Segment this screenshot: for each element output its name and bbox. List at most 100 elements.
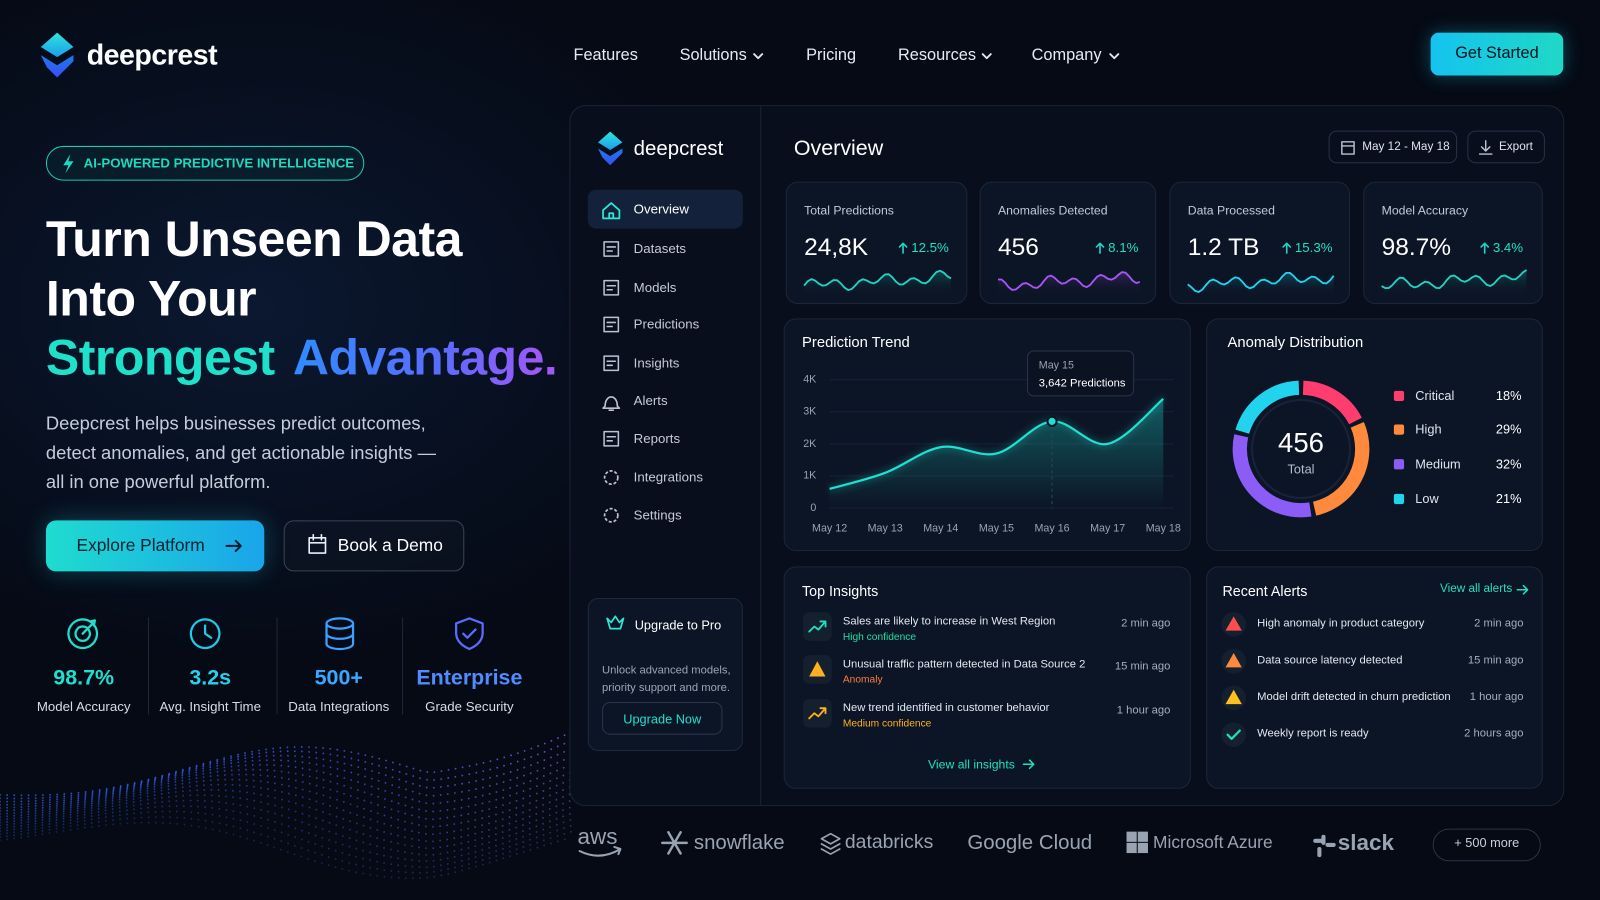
nav-link[interactable]: Pricing	[806, 47, 857, 65]
menu-item[interactable]: Predictions	[633, 316, 700, 332]
upgrade-button[interactable]	[602, 702, 723, 735]
icon	[1109, 53, 1120, 60]
partner-logo: aws	[577, 823, 618, 849]
icon	[578, 845, 622, 857]
partner-logo: + 500 more	[1454, 835, 1520, 850]
insight-text: Unusual traffic pattern detected in Data…	[842, 658, 1086, 671]
azure-square	[1126, 831, 1137, 842]
sidebar-divider	[760, 106, 762, 806]
icon	[602, 396, 621, 412]
insights-link[interactable]: View all insights	[927, 756, 1015, 772]
wave-dots	[0, 773, 573, 821]
x-tick-label: May 16	[1034, 522, 1070, 535]
tooltip-box	[1027, 350, 1135, 397]
y-tick-label: 1K	[803, 469, 817, 482]
icon	[606, 615, 625, 630]
kpi-label: Data Processed	[1187, 202, 1275, 218]
insight-text: Sales are likely to increase in West Reg…	[842, 615, 1056, 628]
hero-title-accent: Advantage.	[293, 328, 558, 388]
legend-swatch	[1393, 493, 1405, 505]
menu-active[interactable]	[587, 189, 743, 229]
alerts-link[interactable]: View all alerts	[1440, 582, 1513, 595]
hero-title: Turn Unseen Data	[45, 211, 463, 267]
x-tick-label: May 18	[1145, 522, 1181, 535]
export-label: Export	[1498, 140, 1533, 154]
icon	[1341, 141, 1355, 155]
wave-dots	[0, 731, 573, 797]
nav-link[interactable]: Features	[573, 47, 638, 65]
legend-label: Medium	[1415, 456, 1461, 471]
legend-value: 29%	[1495, 421, 1522, 437]
logo-icon	[40, 32, 74, 78]
menu-item[interactable]: Reports	[633, 430, 681, 447]
menu-item[interactable]: Overview	[633, 201, 689, 217]
wave-dots	[0, 805, 573, 863]
nav-link[interactable]: Solutions	[679, 47, 747, 65]
wave-dots	[0, 821, 573, 880]
export-button[interactable]	[1467, 130, 1545, 164]
menu-item[interactable]: Datasets	[633, 241, 687, 257]
menu-item[interactable]: Integrations	[633, 469, 703, 485]
menu-item[interactable]: Insights	[633, 355, 680, 371]
wave-dots	[0, 810, 573, 869]
kpi-value: 24,8K	[804, 233, 869, 261]
date-range: May 12 - May 18	[1362, 140, 1450, 154]
kpi-label: Anomalies Detected	[997, 202, 1108, 218]
menu-item[interactable]: Settings	[633, 507, 682, 523]
azure-square	[1137, 831, 1148, 842]
menu-item[interactable]: Models	[633, 279, 677, 296]
legend-label: High	[1415, 421, 1442, 437]
demo-button[interactable]	[283, 520, 465, 572]
more-pill[interactable]	[1432, 828, 1541, 862]
slack-part	[1317, 846, 1322, 858]
partner-logo: slack	[1337, 829, 1394, 855]
bolt-icon	[63, 154, 74, 174]
x-tick-label: May 14	[923, 522, 959, 535]
icon	[603, 241, 620, 257]
icon	[603, 316, 620, 333]
nav-link[interactable]: Company	[1031, 47, 1102, 65]
stat-value: 98.7%	[53, 666, 115, 691]
alert-time: 2 hours ago	[1464, 727, 1524, 741]
alert-time: 1 hour ago	[1469, 691, 1524, 704]
warn-icon	[1225, 653, 1242, 668]
insight-icon-bg	[803, 698, 832, 728]
wave-dots	[0, 799, 573, 856]
icon	[1095, 242, 1105, 254]
sparkline	[1187, 271, 1335, 293]
nav-link[interactable]: Resources	[897, 47, 977, 65]
icon	[820, 832, 841, 855]
cta-button[interactable]	[1430, 32, 1564, 76]
alert-time: 2 min ago	[1474, 617, 1524, 630]
insight-time: 2 min ago	[1121, 617, 1171, 630]
warn-icon	[809, 661, 826, 677]
stat-divider	[147, 617, 149, 715]
tooltip-dot	[1046, 415, 1058, 427]
partner-logo: Google Cloud	[967, 831, 1093, 855]
sparkline	[803, 269, 952, 291]
menu-item[interactable]: Alerts	[633, 393, 668, 409]
kpi-value: 456	[997, 233, 1039, 261]
icon	[1282, 242, 1292, 254]
insight-text: New trend identified in customer behavio…	[842, 702, 1050, 715]
logo-icon	[597, 131, 623, 166]
partner-logo: databricks	[844, 831, 934, 853]
icon	[225, 539, 242, 553]
date-button[interactable]	[1328, 130, 1458, 164]
insight-time: 15 min ago	[1114, 660, 1171, 673]
azure-square	[1137, 842, 1148, 854]
slack-part	[1313, 838, 1324, 843]
kpi-change: 12.5%	[911, 239, 949, 256]
sparkline-area	[1187, 272, 1334, 298]
insight-time: 1 hour ago	[1116, 704, 1171, 717]
icon	[603, 470, 619, 486]
y-tick-label: 3K	[803, 405, 817, 418]
overview-heading: Overview	[793, 137, 884, 161]
stat-label: Avg. Insight Time	[159, 699, 261, 715]
donut-segment	[1235, 380, 1300, 434]
legend-label: Critical	[1415, 388, 1455, 403]
stat-label: Model Accuracy	[36, 699, 131, 715]
legend-value: 21%	[1495, 491, 1522, 506]
